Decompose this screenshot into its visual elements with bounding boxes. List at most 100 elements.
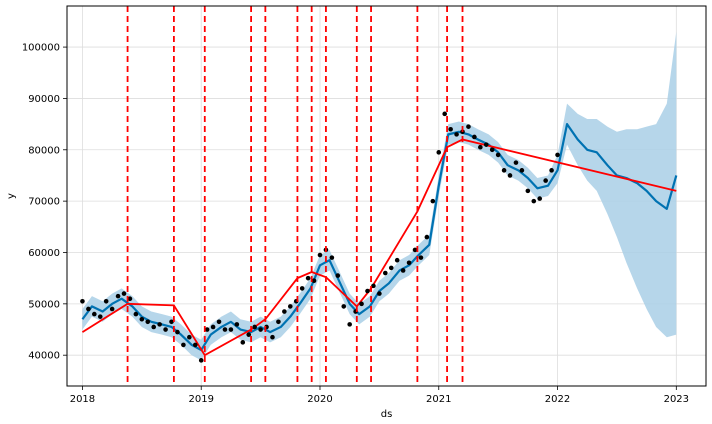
x-tick-label: 2023 <box>664 394 689 405</box>
observed-point <box>347 322 352 327</box>
observed-point <box>187 334 192 340</box>
y-tick-label: 90000 <box>28 94 60 105</box>
x-tick-label: 2019 <box>188 394 213 405</box>
observed-point <box>115 293 121 299</box>
observed-point <box>377 291 382 296</box>
observed-point <box>133 311 139 317</box>
observed-point <box>276 319 281 325</box>
observed-point <box>549 168 554 173</box>
y-tick-label: 60000 <box>28 248 60 259</box>
x-tick-label: 2021 <box>426 394 451 405</box>
observed-point <box>489 147 495 153</box>
observed-point <box>145 319 151 325</box>
observed-point <box>121 291 127 296</box>
observed-point <box>448 126 453 132</box>
observed-point <box>86 306 91 312</box>
observed-point <box>341 304 347 309</box>
plot-frame <box>66 5 707 387</box>
observed-point <box>311 278 317 284</box>
observed-point <box>519 168 525 173</box>
observed-point <box>127 296 133 302</box>
observed-point <box>181 342 186 348</box>
observed-point <box>163 327 168 332</box>
observed-point <box>525 188 531 194</box>
x-axis-ticks: 2018 2019 2020 2021 2022 2023 <box>70 386 689 405</box>
x-axis-label: ds <box>381 409 393 420</box>
observed-point <box>412 247 418 253</box>
observed-point <box>192 342 198 348</box>
observed-point <box>109 306 115 312</box>
observed-point <box>258 327 263 332</box>
y-tick-label: 80000 <box>28 145 60 156</box>
observed-point <box>157 322 162 327</box>
observed-point <box>317 252 323 258</box>
observed-point <box>501 168 507 173</box>
observed-point <box>204 327 210 332</box>
observed-point <box>282 309 287 314</box>
forecast-series <box>81 123 678 352</box>
observed-point <box>406 260 412 266</box>
observed-point <box>270 334 275 340</box>
observed-point <box>507 173 513 178</box>
observed-point <box>483 142 489 147</box>
observed-point <box>210 324 216 330</box>
observed-point <box>234 322 240 327</box>
observed-point <box>216 319 222 325</box>
observed-point <box>394 257 400 263</box>
observed-point <box>228 327 234 332</box>
observed-point <box>246 332 252 337</box>
observed-point <box>454 132 459 137</box>
observed-point <box>365 288 370 294</box>
x-tick-label: 2022 <box>545 394 570 405</box>
observed-point <box>383 270 388 276</box>
uncertainty-band <box>82 31 677 361</box>
observed-point <box>329 255 335 260</box>
observed-point <box>537 196 543 201</box>
y-tick-label: 70000 <box>28 197 60 208</box>
observed-point <box>252 324 257 330</box>
observed-point <box>175 329 180 335</box>
observed-point <box>478 144 483 150</box>
observed-point <box>198 358 204 363</box>
observed-point <box>543 178 548 183</box>
observed-point <box>103 298 109 304</box>
observed-point <box>92 311 97 317</box>
observed-point <box>335 273 341 278</box>
observed-point <box>466 124 471 129</box>
observed-point <box>555 152 560 158</box>
observed-point <box>424 234 430 240</box>
observed-point <box>151 324 157 330</box>
observed-point <box>430 198 436 204</box>
observed-point <box>495 152 501 158</box>
observed-point <box>442 111 447 117</box>
y-tick-label: 50000 <box>28 299 60 310</box>
observed-point <box>222 327 228 332</box>
observed-point <box>436 150 442 155</box>
y-tick-label: 100000 <box>22 43 60 54</box>
observed-point <box>305 275 311 281</box>
changepoint-lines <box>126 6 464 386</box>
y-axis-label: y <box>6 193 17 199</box>
observed-point <box>299 286 305 291</box>
x-tick-label: 2020 <box>307 394 332 405</box>
observed-point <box>472 134 477 140</box>
observed-points <box>80 111 560 363</box>
observed-point <box>240 340 246 345</box>
y-axis-ticks: 40000 50000 60000 70000 80000 90000 100000 <box>22 43 67 362</box>
observed-point <box>371 283 376 289</box>
uncertainty-interval <box>82 31 677 361</box>
observed-point <box>97 314 103 319</box>
observed-point <box>400 268 406 273</box>
observed-point <box>80 298 85 304</box>
observed-point <box>169 319 174 325</box>
x-tick-label: 2018 <box>70 394 95 405</box>
observed-point <box>531 198 537 204</box>
observed-point <box>388 265 394 271</box>
y-tick-label: 40000 <box>28 351 60 362</box>
observed-point <box>139 316 145 322</box>
observed-point <box>359 301 364 307</box>
forecast-line <box>81 123 678 352</box>
observed-point <box>418 255 424 260</box>
observed-point <box>513 160 519 165</box>
